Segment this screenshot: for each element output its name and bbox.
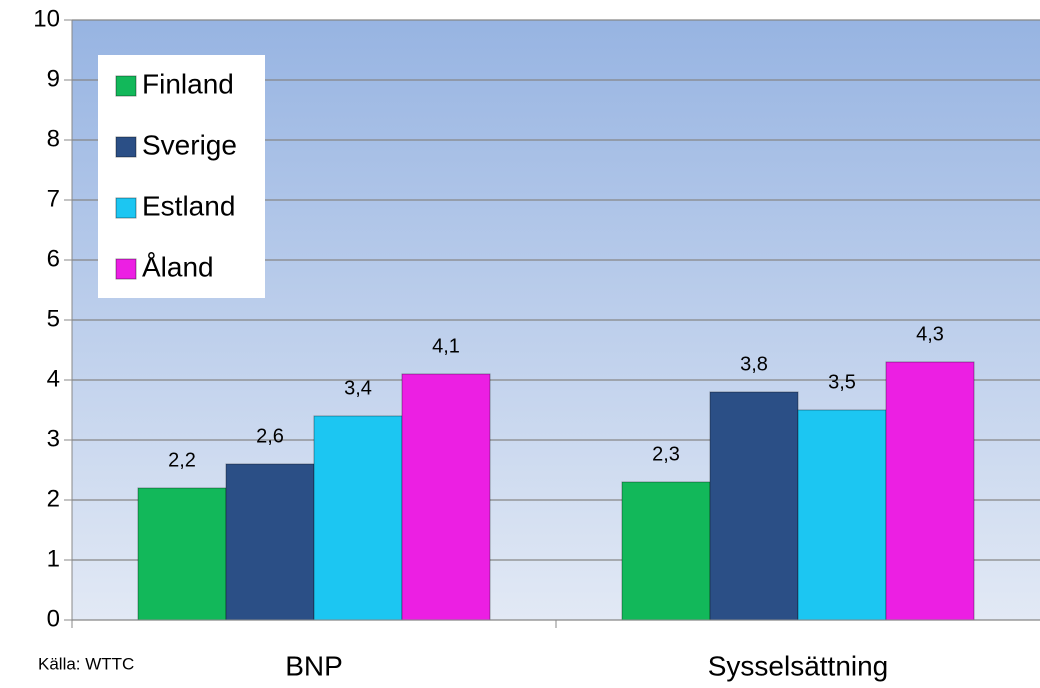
legend-label: Åland <box>142 251 214 282</box>
y-tick-label: 8 <box>47 125 60 152</box>
bar <box>885 361 975 621</box>
legend-label: Estland <box>142 190 235 221</box>
legend-swatch <box>115 258 137 280</box>
legend-swatch <box>115 197 137 219</box>
value-label: 3,8 <box>740 353 768 375</box>
legend-label: Sverige <box>142 129 237 160</box>
y-tick-label: 2 <box>47 485 60 512</box>
bar <box>313 415 403 621</box>
y-tick-label: 3 <box>47 425 60 452</box>
x-tick-label: BNP <box>285 650 343 681</box>
legend-swatch <box>115 75 137 97</box>
value-label: 2,3 <box>652 443 680 465</box>
value-label: 4,3 <box>916 323 944 345</box>
value-label: 4,1 <box>432 335 460 357</box>
value-label: 3,5 <box>828 371 856 393</box>
bar <box>137 487 227 621</box>
y-tick-label: 9 <box>47 65 60 92</box>
y-tick-label: 7 <box>47 185 60 212</box>
legend-label: Finland <box>142 68 234 99</box>
bar <box>225 463 315 621</box>
x-tick-label: Sysselsättning <box>708 650 889 681</box>
y-tick-label: 10 <box>33 5 60 32</box>
bar <box>797 409 887 621</box>
bar <box>621 481 711 621</box>
bar <box>709 391 799 621</box>
source: Källa: WTTC <box>38 654 134 673</box>
y-tick-label: 5 <box>47 305 60 332</box>
value-label: 2,2 <box>168 449 196 471</box>
y-tick-label: 1 <box>47 545 60 572</box>
value-label: 3,4 <box>344 377 372 399</box>
y-tick-label: 0 <box>47 605 60 632</box>
bar <box>401 373 491 621</box>
legend-swatch <box>115 136 137 158</box>
y-tick-label: 6 <box>47 245 60 272</box>
value-label: 2,6 <box>256 425 284 447</box>
y-tick-label: 4 <box>47 365 60 392</box>
